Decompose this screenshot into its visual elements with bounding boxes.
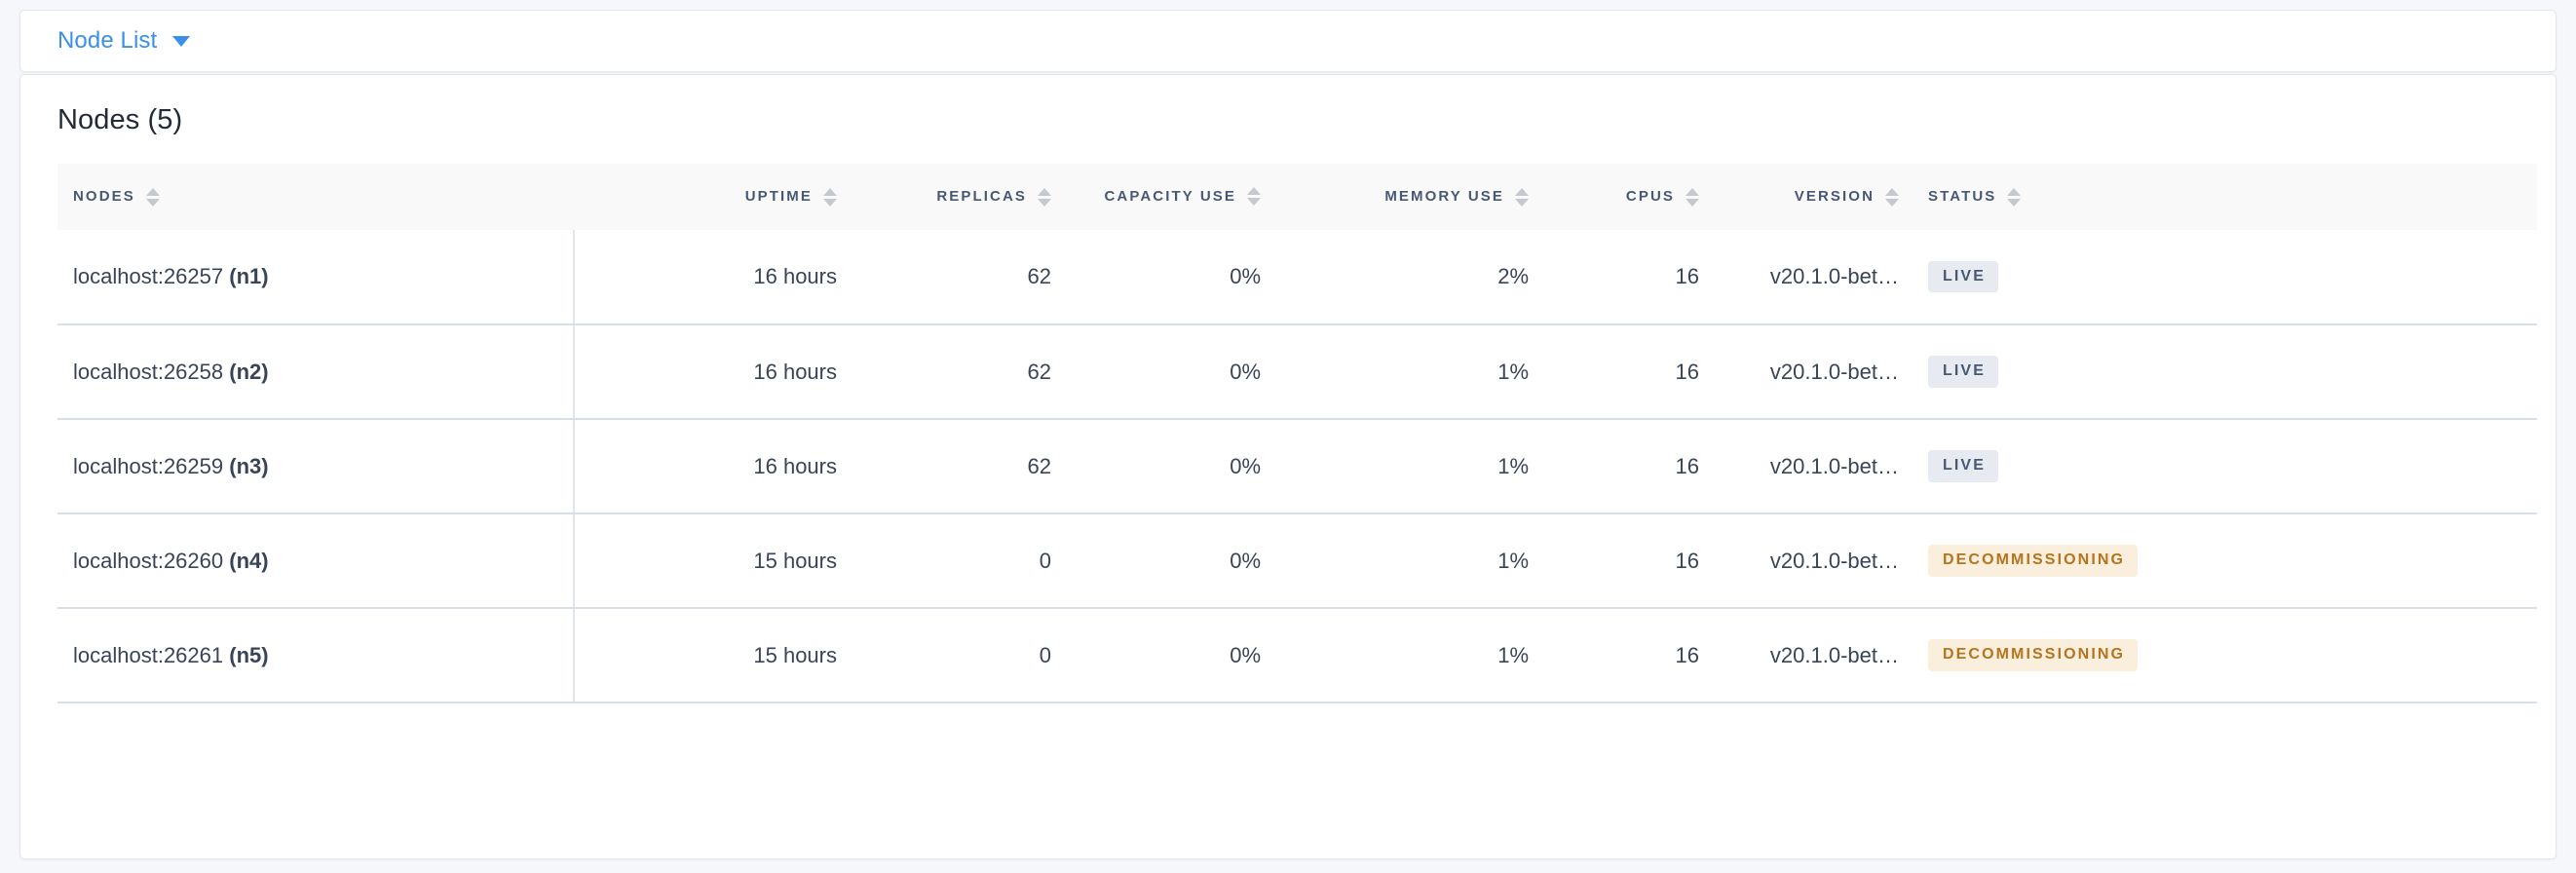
node-list-dropdown-label: Node List — [57, 27, 158, 54]
nodes-table: Nodes Uptime Replicas — [57, 164, 2537, 703]
cell-node[interactable]: localhost:26260 (n4) — [57, 513, 575, 609]
cell-replicas: 0 — [837, 608, 1051, 703]
cell-replicas: 62 — [837, 419, 1051, 514]
sort-icon[interactable] — [1038, 188, 1051, 207]
cell-capacity-use: 0% — [1051, 419, 1261, 514]
cell-status: DECOMMISSIONING — [1899, 608, 2537, 703]
column-header-nodes[interactable]: Nodes — [57, 164, 574, 230]
cell-capacity-use: 0% — [1051, 324, 1261, 420]
cell-memory-use: 1% — [1261, 513, 1529, 609]
table-row[interactable]: localhost:26261 (n5) 15 hours 0 0% 1% 16… — [57, 608, 2537, 703]
cell-memory-use: 1% — [1261, 324, 1529, 420]
cell-uptime: 15 hours — [574, 513, 837, 609]
table-header-row: Nodes Uptime Replicas — [57, 164, 2537, 230]
nodes-table-body: localhost:26257 (n1) 16 hours 62 0% 2% 1… — [57, 230, 2537, 703]
cell-cpus: 16 — [1529, 419, 1699, 514]
status-badge: LIVE — [1928, 260, 1998, 293]
cell-capacity-use: 0% — [1051, 230, 1261, 325]
node-id: (n4) — [229, 548, 269, 573]
column-header-cpus-label: CPUs — [1625, 188, 1675, 206]
cell-memory-use: 1% — [1261, 419, 1529, 514]
node-id: (n2) — [229, 359, 269, 384]
cell-node[interactable]: localhost:26259 (n3) — [57, 419, 575, 514]
nodes-table-head: Nodes Uptime Replicas — [57, 164, 2537, 230]
node-id: (n5) — [229, 642, 269, 667]
cell-uptime: 16 hours — [574, 419, 837, 514]
column-header-capacity-use-label: Capacity Use — [1104, 188, 1236, 206]
cell-cpus: 16 — [1529, 608, 1699, 703]
table-row[interactable]: localhost:26259 (n3) 16 hours 62 0% 1% 1… — [57, 419, 2537, 514]
cell-version: v20.1.0-bet… — [1699, 513, 1899, 609]
sort-icon[interactable] — [1247, 187, 1261, 207]
cell-replicas: 62 — [837, 230, 1051, 325]
chevron-down-icon — [172, 35, 191, 47]
cell-status: LIVE — [1899, 419, 2537, 514]
cell-node[interactable]: localhost:26258 (n2) — [57, 324, 575, 420]
column-header-capacity-use[interactable]: Capacity Use — [1051, 164, 1261, 230]
column-header-cpus[interactable]: CPUs — [1529, 164, 1699, 230]
table-row[interactable]: localhost:26260 (n4) 15 hours 0 0% 1% 16… — [57, 513, 2537, 609]
table-row[interactable]: localhost:26257 (n1) 16 hours 62 0% 2% 1… — [57, 230, 2537, 325]
sort-icon[interactable] — [1515, 188, 1529, 207]
status-badge: DECOMMISSIONING — [1928, 545, 2139, 577]
cell-replicas: 0 — [837, 513, 1051, 609]
cell-uptime: 16 hours — [574, 230, 837, 325]
cell-capacity-use: 0% — [1051, 513, 1261, 609]
node-address: localhost:26259 — [73, 453, 224, 478]
cell-memory-use: 1% — [1261, 608, 1529, 703]
node-id: (n1) — [229, 264, 269, 288]
cell-uptime: 15 hours — [574, 608, 837, 703]
cell-version: v20.1.0-bet… — [1699, 608, 1899, 703]
column-header-replicas-label: Replicas — [936, 188, 1027, 206]
column-header-version-label: Version — [1794, 188, 1875, 206]
node-address: localhost:26261 — [73, 642, 224, 667]
cell-replicas: 62 — [837, 324, 1051, 420]
column-header-uptime-label: Uptime — [744, 188, 813, 206]
column-header-version[interactable]: Version — [1699, 164, 1899, 230]
table-row[interactable]: localhost:26258 (n2) 16 hours 62 0% 1% 1… — [57, 324, 2537, 420]
cell-cpus: 16 — [1529, 230, 1699, 325]
column-header-replicas[interactable]: Replicas — [837, 164, 1051, 230]
view-selector-bar: Node List — [19, 10, 2557, 72]
column-header-status-label: Status — [1928, 188, 1997, 206]
cell-node[interactable]: localhost:26261 (n5) — [57, 608, 575, 703]
column-header-memory-use[interactable]: Memory Use — [1261, 164, 1529, 230]
cell-status: LIVE — [1899, 230, 2537, 325]
cell-cpus: 16 — [1529, 324, 1699, 420]
cell-version: v20.1.0-bet… — [1699, 324, 1899, 420]
status-badge: DECOMMISSIONING — [1928, 639, 2139, 671]
node-list-dropdown[interactable]: Node List — [57, 27, 191, 54]
column-header-uptime[interactable]: Uptime — [574, 164, 837, 230]
cell-cpus: 16 — [1529, 513, 1699, 609]
cell-version: v20.1.0-bet… — [1699, 419, 1899, 514]
sort-icon[interactable] — [1885, 188, 1899, 207]
sort-icon[interactable] — [1686, 188, 1699, 207]
column-header-status[interactable]: Status — [1899, 164, 2537, 230]
status-badge: LIVE — [1928, 450, 1998, 482]
cell-capacity-use: 0% — [1051, 608, 1261, 703]
cell-node[interactable]: localhost:26257 (n1) — [57, 230, 575, 325]
node-id: (n3) — [229, 453, 269, 478]
cell-status: LIVE — [1899, 324, 2537, 420]
status-badge: LIVE — [1928, 356, 1998, 388]
cell-version: v20.1.0-bet… — [1699, 230, 1899, 325]
cell-uptime: 16 hours — [574, 324, 837, 420]
cell-memory-use: 2% — [1261, 230, 1529, 325]
sort-icon[interactable] — [823, 188, 837, 207]
nodes-card: Nodes (5) Nodes Uptime — [19, 74, 2557, 859]
node-address: localhost:26258 — [73, 359, 224, 384]
column-header-nodes-label: Nodes — [73, 188, 135, 206]
column-header-memory-use-label: Memory Use — [1384, 188, 1504, 206]
node-address: localhost:26260 — [73, 548, 224, 573]
node-address: localhost:26257 — [73, 264, 224, 288]
page-title: Nodes (5) — [57, 104, 183, 135]
sort-icon[interactable] — [2007, 188, 2022, 207]
cell-status: DECOMMISSIONING — [1899, 513, 2537, 609]
sort-icon[interactable] — [145, 188, 160, 207]
